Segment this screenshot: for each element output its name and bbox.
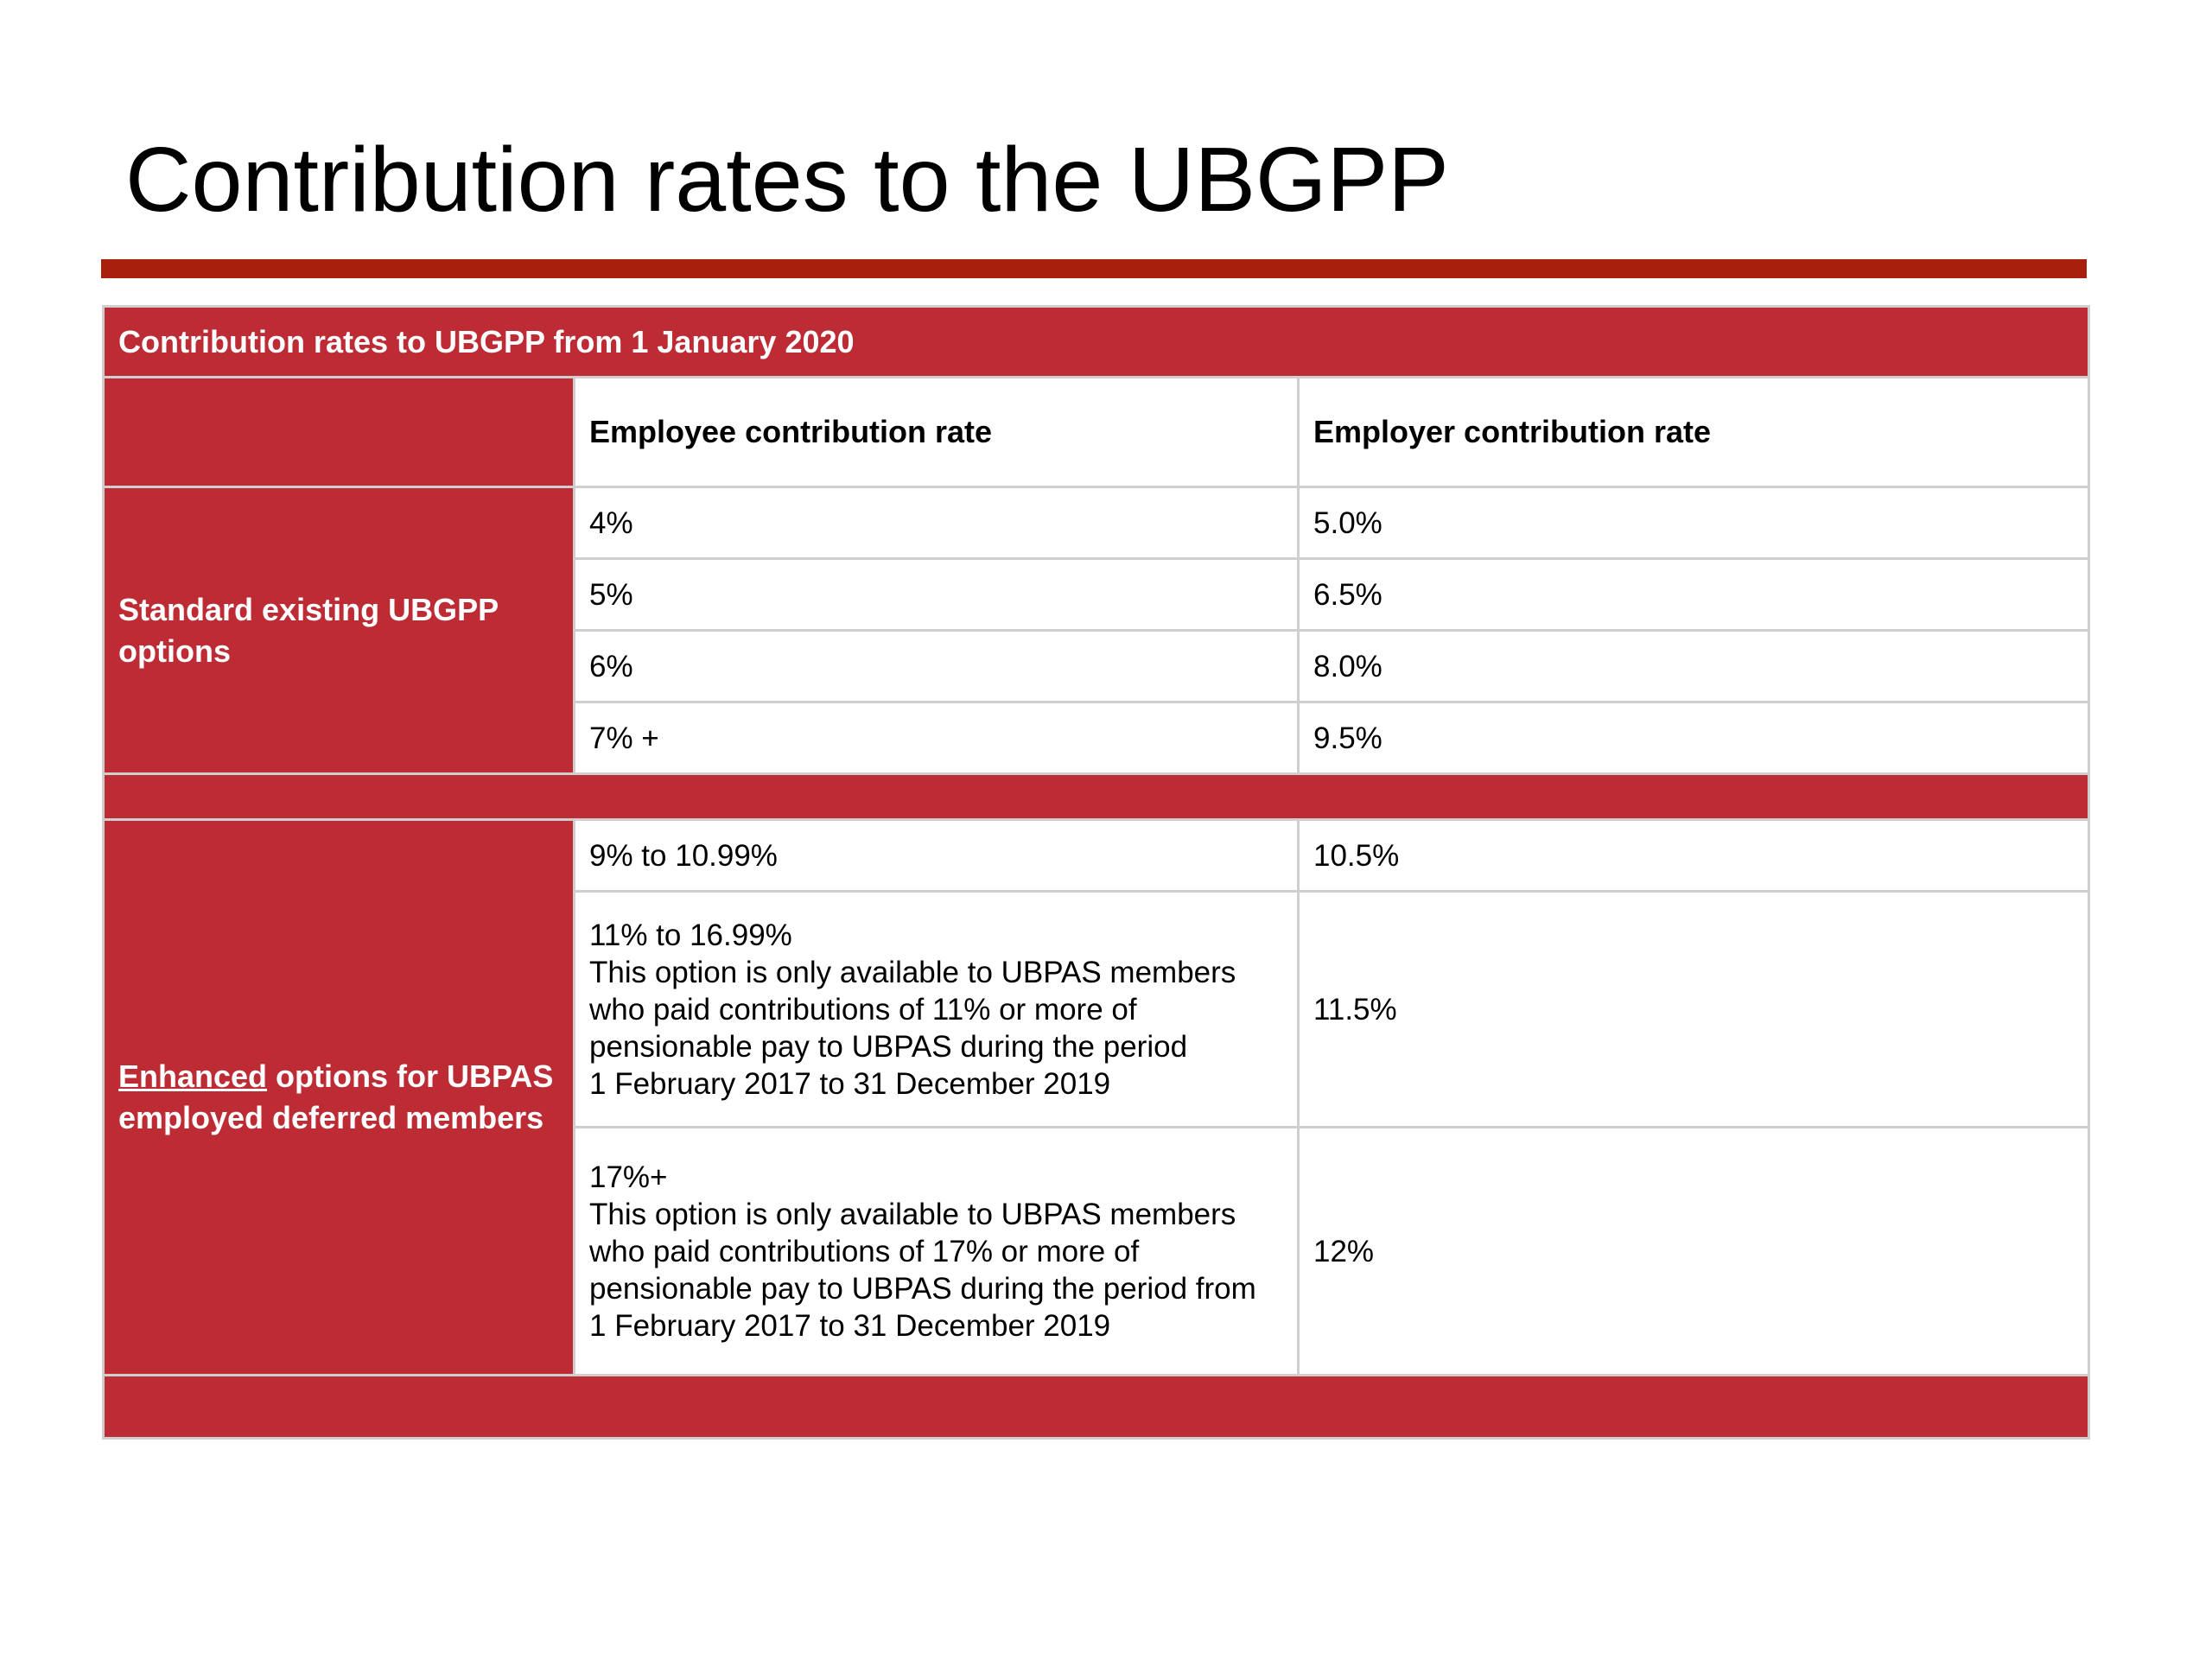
employee-rate-cell: 5%	[573, 557, 1300, 632]
employee-rate-note-line: This option is only available to UBPAS m…	[589, 1197, 1236, 1231]
employer-rate-header: Employer contribution rate	[1296, 376, 2091, 488]
employer-rate-cell: 6.5%	[1296, 557, 2091, 632]
table-caption: Contribution rates to UBGPP from 1 Janua…	[101, 305, 2091, 378]
employee-rate-note-line: This option is only available to UBPAS m…	[589, 955, 1236, 989]
employee-rate-note-line: pensionable pay to UBPAS during the peri…	[589, 1271, 1256, 1306]
employer-rate-cell: 9.5%	[1296, 701, 2091, 775]
table-row: Standard existing UBGPP options 4% 5.0%	[102, 486, 2091, 775]
enhanced-options-label: Enhanced options for UBPAS employed defe…	[102, 818, 575, 1376]
employee-rate-cell: 17%+ This option is only available to UB…	[573, 1126, 1300, 1376]
table-footer	[101, 1374, 2091, 1440]
table-row: 6% 8.0%	[104, 629, 2091, 703]
table-row: Enhanced options for UBPAS employed defe…	[102, 818, 2091, 1376]
table-row: 7% + 9.5%	[104, 701, 2091, 775]
employee-rate-note-line: pensionable pay to UBPAS during the peri…	[589, 1029, 1188, 1064]
employee-rate-line: 17%+	[589, 1160, 668, 1194]
employee-rate-cell: 7% +	[573, 701, 1300, 775]
table-caption-row: Contribution rates to UBGPP from 1 Janua…	[101, 305, 2091, 378]
employer-rate-cell: 10.5%	[1296, 818, 2091, 893]
contribution-rates-table: Contribution rates to UBGPP from 1 Janua…	[101, 305, 2091, 1440]
employee-rate-line: 11% to 16.99%	[589, 918, 792, 952]
table-row: 17%+ This option is only available to UB…	[104, 1126, 2091, 1376]
employer-rate-cell: 12%	[1296, 1126, 2091, 1376]
employee-rate-cell: 6%	[573, 629, 1300, 703]
employee-rate-line: 9% to 10.99%	[589, 838, 778, 873]
page-title: Contribution rates to the UBGPP	[125, 129, 1449, 231]
employee-rate-note-line: 1 February 2017 to 31 December 2019	[589, 1308, 1111, 1343]
section-separator-row	[101, 772, 2091, 821]
employee-rate-note-line: who paid contributions of 11% or more of	[589, 992, 1137, 1027]
employee-rate-note-line: 1 February 2017 to 31 December 2019	[589, 1066, 1111, 1101]
title-divider	[101, 259, 2087, 278]
employer-rate-cell: 5.0%	[1296, 486, 2091, 560]
enhanced-label-rest: options for UBPAS employed deferred memb…	[118, 1058, 554, 1135]
employee-rate-header: Employee contribution rate	[573, 376, 1300, 488]
header-blank-cell	[102, 376, 575, 488]
table-row: 5% 6.5%	[104, 557, 2091, 632]
table-row: 11% to 16.99% This option is only availa…	[104, 890, 2091, 1128]
standard-options-label: Standard existing UBGPP options	[102, 486, 575, 775]
employee-rate-cell: 4%	[573, 486, 1300, 560]
employee-rate-cell: 9% to 10.99%	[573, 818, 1300, 893]
enhanced-emphasis: Enhanced	[118, 1058, 268, 1094]
employee-rate-note-line: who paid contributions of 17% or more of	[589, 1234, 1140, 1268]
table-footer-row	[101, 1374, 2091, 1440]
section-separator	[101, 772, 2091, 821]
employer-rate-cell: 11.5%	[1296, 890, 2091, 1128]
table-header-row: Employee contribution rate Employer cont…	[102, 376, 2091, 488]
employee-rate-cell: 11% to 16.99% This option is only availa…	[573, 890, 1300, 1128]
employer-rate-cell: 8.0%	[1296, 629, 2091, 703]
